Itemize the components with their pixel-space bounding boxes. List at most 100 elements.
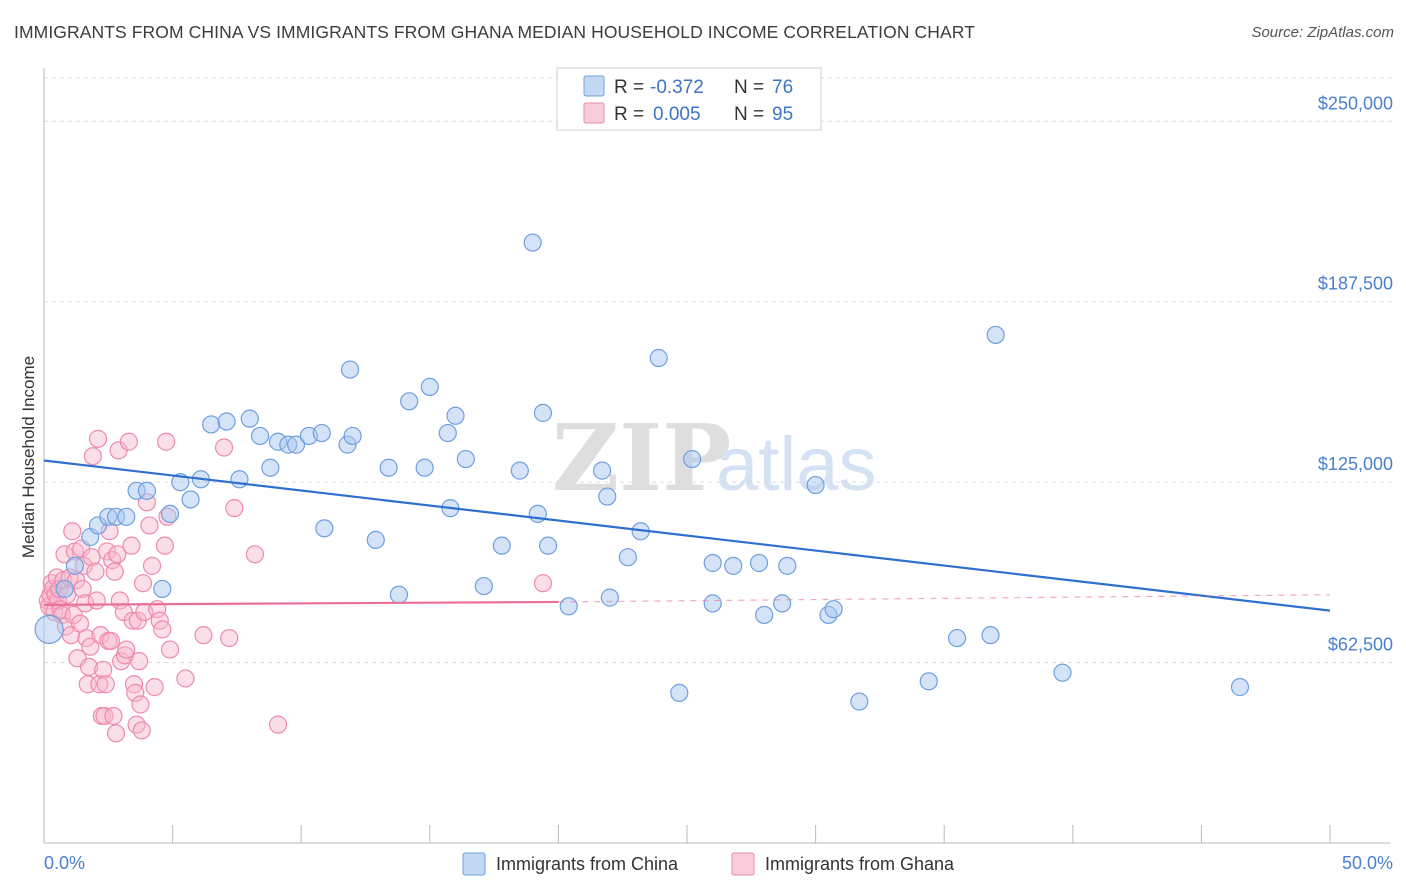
ghana-point	[87, 591, 106, 610]
trend-lines	[43, 459, 1331, 612]
ghana-point	[88, 429, 108, 448]
china-point	[755, 605, 774, 625]
china-point	[474, 576, 493, 596]
grid-lines	[44, 77, 1392, 664]
china-point	[649, 348, 668, 368]
x-ticks	[43, 825, 1331, 843]
watermark-zip: ZIP	[552, 404, 731, 512]
ghana-point	[126, 683, 145, 702]
ghana-point	[127, 715, 146, 734]
china-point	[400, 392, 419, 411]
china-point	[343, 426, 362, 446]
china-point	[947, 628, 967, 648]
china-point	[250, 426, 270, 446]
china-point	[539, 536, 558, 555]
bottom-legend-ghana: Immigrants from Ghana	[765, 854, 955, 874]
ghana-point	[105, 562, 124, 581]
ghana-point	[96, 675, 115, 694]
china-point	[986, 325, 1005, 345]
chart-title: IMMIGRANTS FROM CHINA VS IMMIGRANTS FROM…	[14, 22, 975, 42]
ghana-point	[533, 574, 553, 593]
china-point	[137, 481, 156, 500]
china-point	[230, 470, 249, 489]
ghana-point	[194, 626, 213, 645]
ghana-point	[108, 545, 127, 564]
china-point	[703, 594, 722, 613]
legend-ghana-r-value: 0.005	[653, 104, 701, 125]
bottom-legend-swatch-ghana	[731, 852, 755, 876]
ghana-point	[101, 631, 120, 651]
ghana-point	[119, 432, 138, 451]
china-point	[850, 692, 869, 711]
china-point	[438, 423, 457, 443]
ghana-trend-extension	[558, 594, 1331, 603]
ghana-point	[153, 620, 172, 639]
china-point	[806, 475, 825, 495]
legend-ghana-n-value: 95	[772, 104, 793, 125]
legend-swatch-china	[583, 75, 605, 97]
ghana-point	[225, 499, 244, 518]
y-tick-labels: $62,500 $125,000 $187,500 $250,000	[1318, 93, 1393, 654]
ghana-point	[220, 628, 239, 648]
ghana-point	[155, 536, 174, 555]
ghana-point	[160, 640, 180, 659]
legend-china-r-label: R =	[614, 77, 644, 98]
china-point	[240, 409, 259, 428]
china-point	[340, 360, 360, 379]
ghana-point	[245, 545, 265, 564]
ghana-point	[90, 675, 109, 694]
y-tick-label: $62,500	[1328, 635, 1393, 655]
china-point	[981, 626, 1000, 645]
axes	[43, 68, 1390, 844]
china-point	[420, 377, 439, 396]
china-point	[217, 412, 236, 431]
china-point	[366, 530, 385, 549]
china-point	[389, 585, 409, 604]
china-point	[117, 507, 136, 526]
source-label: Source: ZipAtlas.com	[1251, 24, 1394, 41]
ghana-point	[131, 695, 150, 714]
china-point	[312, 423, 331, 443]
china-point	[724, 556, 743, 575]
ghana-point	[132, 721, 151, 740]
china-point	[618, 548, 637, 567]
china-point	[34, 614, 64, 644]
china-point	[919, 672, 938, 691]
ghana-trend-line	[43, 600, 559, 606]
ghana-point	[140, 516, 159, 535]
china-point	[598, 487, 617, 506]
china-point	[55, 579, 74, 599]
ghana-point	[106, 724, 126, 743]
china-point	[379, 458, 398, 477]
ghana-point	[176, 669, 195, 688]
china-point	[153, 579, 172, 599]
china-point	[703, 553, 722, 573]
legend-china-r-value: -0.372	[650, 77, 704, 98]
y-tick-label: $187,500	[1318, 274, 1393, 294]
china-point	[600, 588, 619, 607]
ghana-point	[76, 594, 95, 613]
china-point	[683, 449, 702, 469]
ghana-point	[94, 660, 113, 679]
legend-china-n-label: N =	[734, 77, 764, 98]
china-point	[202, 415, 221, 434]
ghana-point	[103, 550, 122, 570]
ghana-point	[122, 536, 141, 555]
legend-box: R = -0.372 N = 76 R = 0.005 N = 95	[556, 67, 822, 131]
china-point	[181, 490, 200, 509]
ghana-point	[268, 715, 288, 734]
china-point	[523, 233, 542, 252]
ghana-point	[130, 652, 149, 671]
ghana-point	[145, 678, 164, 697]
legend-ghana-n-label: N =	[734, 104, 764, 125]
china-point	[65, 556, 84, 575]
china-point	[415, 458, 434, 477]
x-tick-label-max: 50.0%	[1342, 853, 1393, 873]
china-point	[749, 553, 769, 573]
china-point	[533, 403, 553, 422]
y-tick-label: $250,000	[1318, 93, 1393, 113]
ghana-point	[117, 640, 136, 659]
bottom-legend-china: Immigrants from China	[496, 854, 679, 874]
ghana-point	[142, 556, 162, 575]
